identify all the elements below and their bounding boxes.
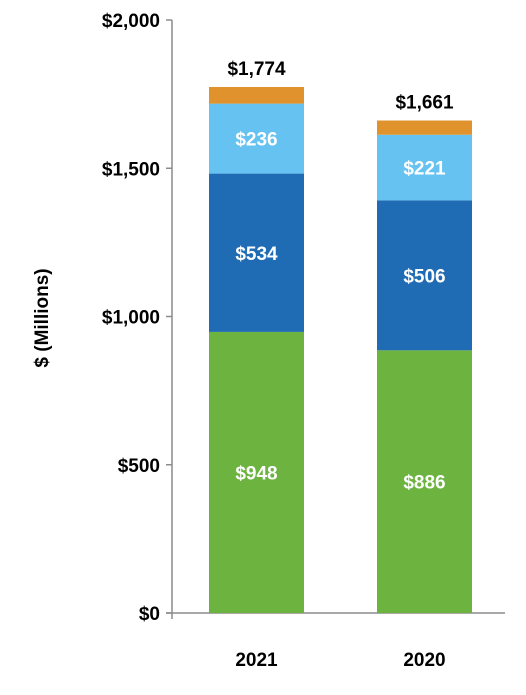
x-category-label: 2021 [235, 650, 278, 671]
bar-segment [209, 331, 304, 613]
segment-value-label: $506 [403, 266, 445, 287]
segment-value-label: $221 [403, 159, 446, 180]
segment-value-label: $236 [235, 130, 277, 151]
bar-segment [377, 120, 472, 135]
y-tick-label: $1,500 [102, 159, 160, 180]
bar-segment [209, 173, 304, 332]
bar-total-label: $1,661 [395, 93, 454, 114]
bar-segment [377, 200, 472, 351]
bars: $948 $534 $236 $1,774 $886 $506 $221 $1,661 [209, 59, 472, 613]
category-labels: 2021 2020 [235, 650, 445, 671]
y-tick-label: $2,000 [102, 11, 160, 32]
bar-segment [377, 134, 472, 201]
y-tick-label: $500 [118, 456, 160, 477]
y-tick-label: $0 [139, 604, 160, 625]
segment-value-label: $534 [235, 244, 278, 265]
y-axis-label: $ (Millions) [32, 268, 53, 367]
bar-total-label: $1,774 [227, 59, 286, 80]
bar-segment [377, 350, 472, 613]
y-tick-label: $1,000 [102, 308, 160, 329]
bar-segment [209, 87, 304, 104]
y-ticks: $0 $500 $1,000 $1,500 $2,000 [102, 11, 172, 625]
segment-value-label: $886 [403, 473, 445, 494]
segment-value-label: $948 [235, 463, 277, 484]
x-category-label: 2020 [403, 650, 445, 671]
bar-segment [209, 103, 304, 174]
